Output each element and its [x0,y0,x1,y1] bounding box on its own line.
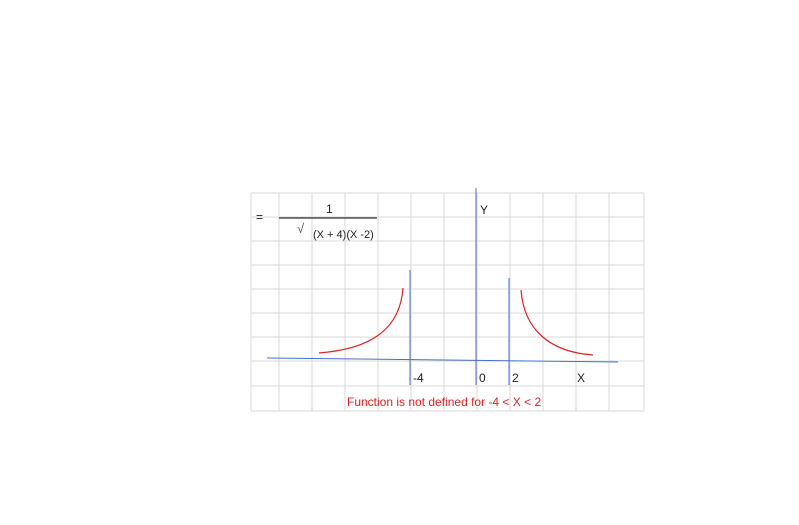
formula-denominator: (X + 4)(X -2) [313,229,374,241]
y-axis-label: Y [480,203,489,217]
formula-equals-sign: = [256,210,264,224]
spreadsheet-grid [250,192,645,412]
domain-note: Function is not defined for -4 < X < 2 [347,395,542,409]
tick-label-two: 2 [512,371,519,385]
square-root-icon: √ [297,221,305,236]
curve-right-branch [520,289,594,356]
formula-numerator: 1 [326,202,333,216]
x-axis [266,357,619,363]
curve-left-branch [318,287,404,354]
tick-label-neg4: -4 [413,371,424,385]
tick-label-zero: 0 [479,371,486,385]
x-axis-label: X [577,371,586,385]
